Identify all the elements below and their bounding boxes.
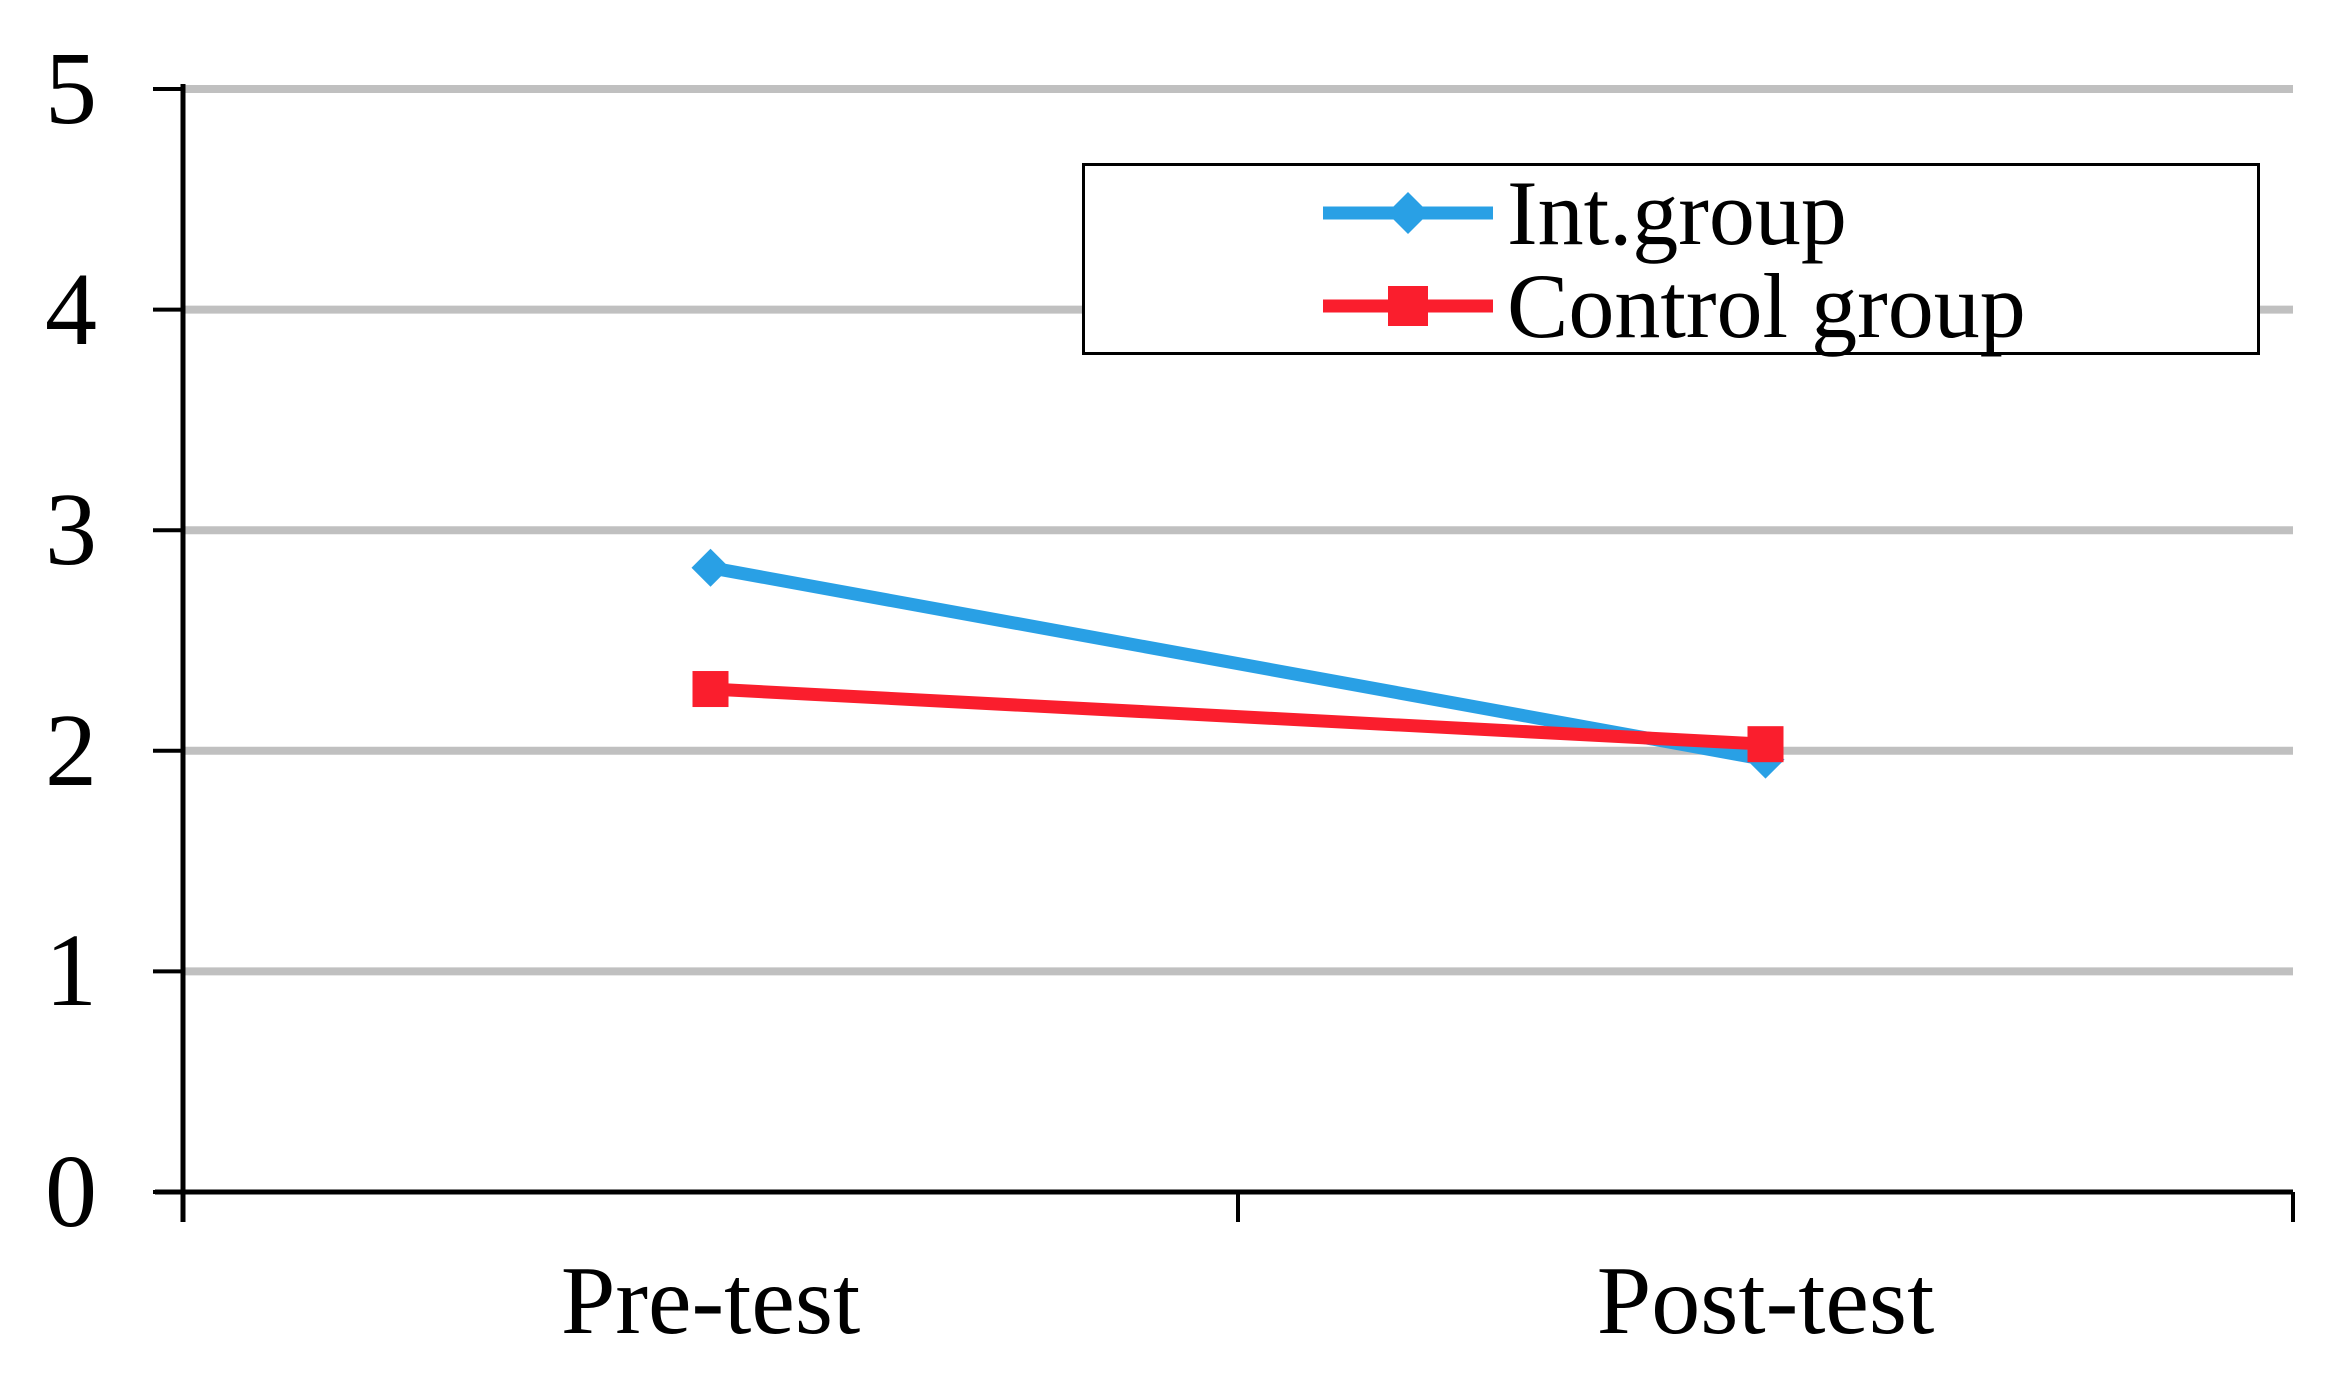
square-marker bbox=[1388, 285, 1428, 326]
x-category-label: Pre-test bbox=[560, 1247, 861, 1355]
y-tick-label: 3 bbox=[45, 472, 97, 588]
series-line bbox=[709, 561, 1767, 767]
legend-swatch-square-icon bbox=[1323, 285, 1493, 326]
y-tick-label: 5 bbox=[45, 31, 97, 146]
legend-entry: Int.group bbox=[1085, 166, 2257, 259]
y-tick-label: 2 bbox=[45, 692, 97, 808]
legend-label: Control group bbox=[1507, 254, 2026, 357]
square-marker bbox=[1747, 726, 1784, 763]
y-tick-label: 1 bbox=[45, 913, 97, 1029]
square-marker bbox=[692, 671, 729, 708]
series-0 bbox=[691, 548, 1785, 779]
series-line bbox=[710, 682, 1766, 751]
series-1 bbox=[692, 671, 1784, 763]
diamond-marker bbox=[691, 548, 730, 587]
y-tick-label: 4 bbox=[45, 251, 97, 367]
y-tick-label: 0 bbox=[45, 1134, 97, 1249]
legend-swatch-diamond-icon bbox=[1323, 191, 1493, 234]
legend: Int.group Control group bbox=[1082, 163, 2260, 355]
x-category-label: Post-test bbox=[1596, 1247, 1935, 1355]
legend-label: Int.group bbox=[1507, 161, 1847, 264]
legend-entry: Control group bbox=[1085, 259, 2257, 352]
diamond-marker bbox=[1387, 191, 1429, 234]
